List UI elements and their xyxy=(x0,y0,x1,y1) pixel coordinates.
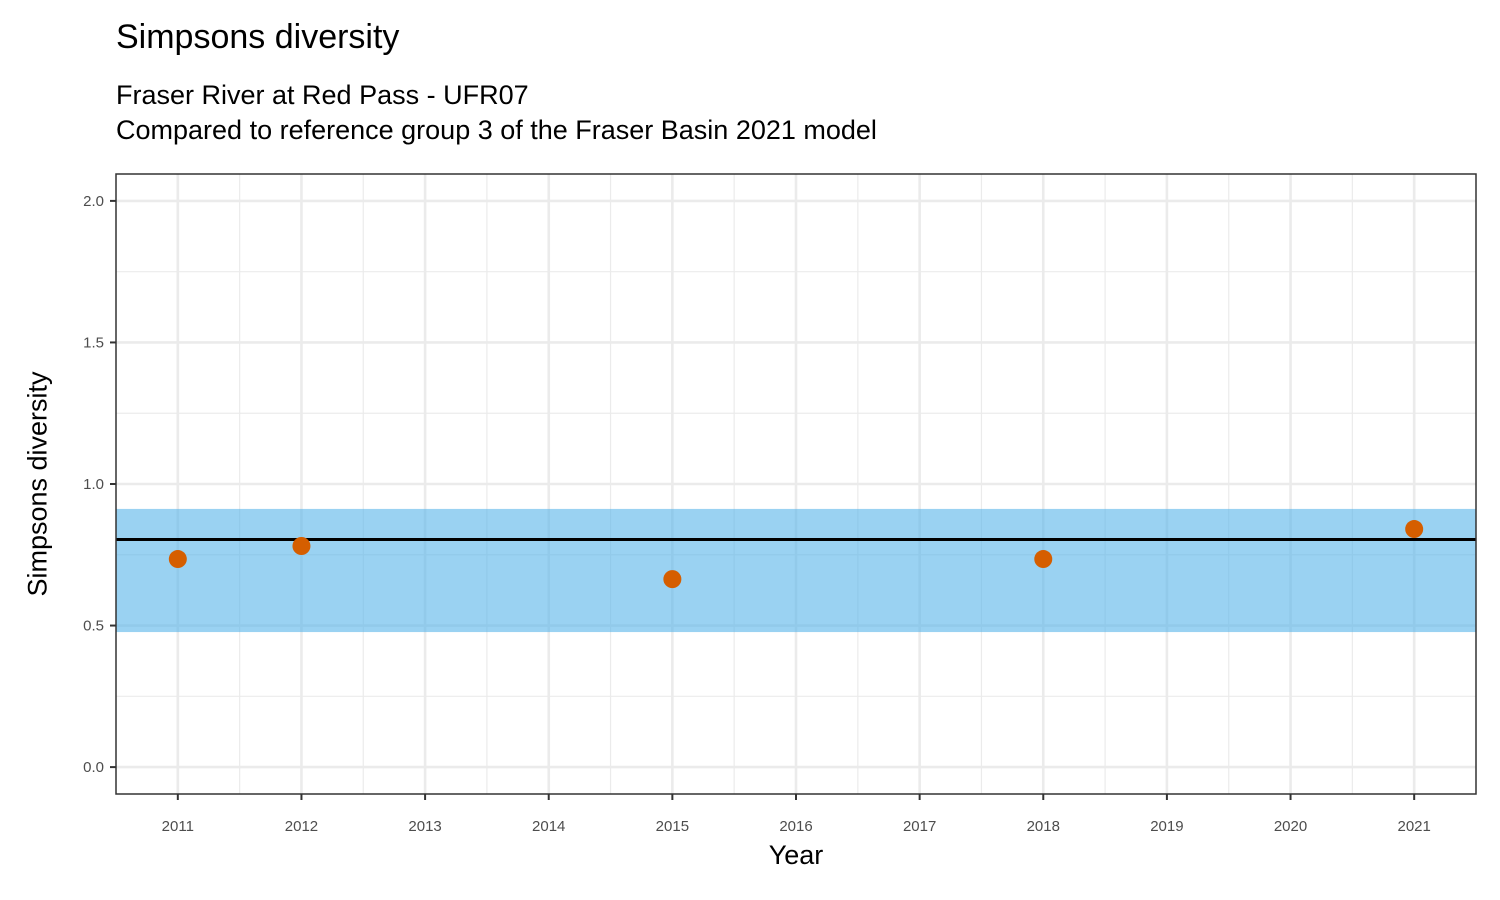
x-tick-label: 2019 xyxy=(1150,818,1183,835)
y-tick-label: 1.0 xyxy=(83,476,104,493)
data-point xyxy=(663,570,682,589)
x-tick-label: 2020 xyxy=(1274,818,1307,835)
x-tick-label: 2012 xyxy=(285,818,318,835)
y-tick-label: 0.0 xyxy=(83,759,104,776)
data-point xyxy=(1034,550,1053,569)
chart-subtitle-line-1: Fraser River at Red Pass - UFR07 xyxy=(116,80,529,110)
chart-subtitle-line-2: Compared to reference group 3 of the Fra… xyxy=(116,115,877,145)
x-tick-label: 2021 xyxy=(1397,818,1430,835)
data-point xyxy=(168,550,187,569)
chart-title: Simpsons diversity xyxy=(116,18,400,56)
y-tick-label: 0.5 xyxy=(83,618,104,635)
x-tick-label: 2016 xyxy=(779,818,812,835)
x-tick-label: 2015 xyxy=(656,818,689,835)
data-point xyxy=(1405,520,1424,539)
x-tick-label: 2014 xyxy=(532,818,565,835)
x-axis-label: Year xyxy=(768,840,824,870)
y-tick-label: 2.0 xyxy=(83,193,104,210)
reference-band xyxy=(116,508,1476,633)
x-tick-label: 2011 xyxy=(162,818,194,835)
x-tick-label: 2017 xyxy=(903,818,936,835)
data-point xyxy=(292,537,311,555)
x-tick-label: 2013 xyxy=(408,818,441,835)
x-tick-label: 2018 xyxy=(1027,818,1060,835)
y-tick-label: 1.5 xyxy=(83,334,104,351)
